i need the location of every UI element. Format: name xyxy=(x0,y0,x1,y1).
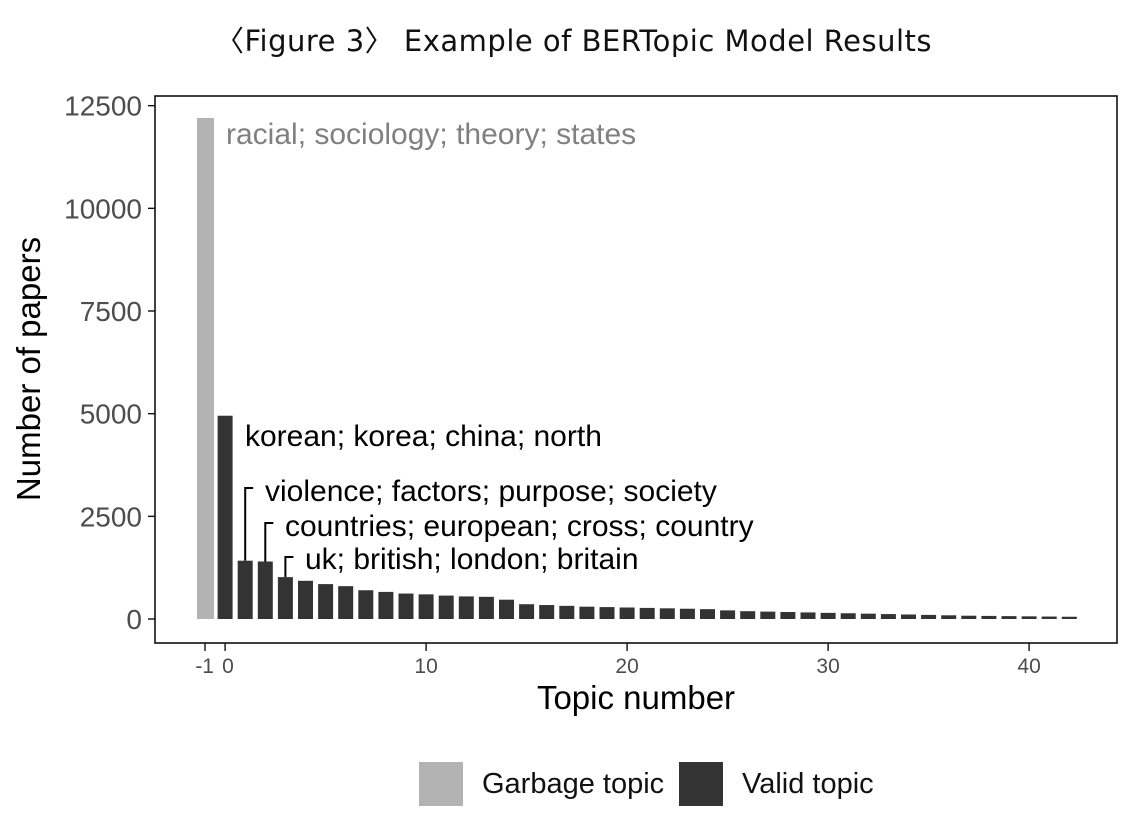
bar-valid-topic xyxy=(820,612,836,619)
bar-valid-topic xyxy=(599,607,615,619)
y-tick-label: 5000 xyxy=(80,399,142,430)
bar-valid-topic xyxy=(659,608,675,619)
bar-valid-topic xyxy=(760,611,776,619)
figure-title: 〈Figure 3〉 Example of BERTopic Model Res… xyxy=(214,24,933,58)
bar-valid-topic xyxy=(257,561,273,619)
bar-valid-topic xyxy=(700,609,715,619)
bar-valid-topic xyxy=(499,599,514,619)
bar-valid-topic xyxy=(880,614,896,619)
bar-valid-topic xyxy=(217,415,233,619)
annotation-label-topic-0: korean; korea; china; north xyxy=(245,420,602,453)
legend-label-garbage: Garbage topic xyxy=(482,767,665,800)
x-tick-label: 0 xyxy=(222,655,234,678)
legend-swatch-valid xyxy=(679,762,723,806)
bar-valid-topic xyxy=(860,613,876,619)
bar-valid-topic xyxy=(298,580,313,619)
bar-garbage-topic xyxy=(197,118,214,619)
bar-valid-topic xyxy=(619,607,635,619)
y-tick-label: 12500 xyxy=(64,91,142,122)
annotation-label-topic-2: countries; european; cross; country xyxy=(285,510,754,543)
bar-valid-topic xyxy=(720,610,736,619)
x-tick-label: 20 xyxy=(615,655,638,678)
y-tick-label: 10000 xyxy=(64,193,142,224)
x-axis-title: Topic number xyxy=(537,679,735,716)
annotation-leader-line-topic-2 xyxy=(264,522,274,562)
x-tick-label: 30 xyxy=(816,655,839,678)
bar-valid-topic xyxy=(378,591,394,619)
annotation-label-topic-3: uk; british; london; britain xyxy=(305,543,639,576)
bar-valid-topic xyxy=(478,596,494,619)
bar-valid-topic xyxy=(800,612,816,619)
bar-valid-topic xyxy=(921,614,937,619)
bar-valid-topic xyxy=(1061,616,1077,619)
legend-item-garbage: Garbage topic xyxy=(419,761,664,807)
bar-valid-topic xyxy=(740,611,756,619)
bar-valid-topic xyxy=(318,584,334,619)
legend-item-valid: Valid topic xyxy=(679,761,874,807)
bar-valid-topic xyxy=(539,605,555,619)
plot-panel-border xyxy=(154,95,1118,644)
bar-valid-topic xyxy=(579,606,595,619)
bar-valid-topic xyxy=(780,612,796,619)
x-tick-label: 40 xyxy=(1017,655,1040,678)
bar-valid-topic xyxy=(840,613,856,619)
y-axis-title: Number of papers xyxy=(10,237,47,501)
bar-valid-topic xyxy=(1041,616,1057,619)
y-tick-label: 2500 xyxy=(80,501,142,532)
bar-valid-topic xyxy=(358,590,374,619)
annotation-label-topic-minus-1: racial; sociology; theory; states xyxy=(226,118,636,151)
y-tick-label: 7500 xyxy=(80,296,142,327)
bar-valid-topic xyxy=(458,596,474,619)
bar-valid-topic xyxy=(338,586,354,619)
annotation-leader-line-topic-1 xyxy=(244,487,254,561)
bar-valid-topic xyxy=(961,615,977,619)
bar-valid-topic xyxy=(438,595,454,619)
bar-valid-topic xyxy=(418,594,434,619)
bar-valid-topic xyxy=(1001,616,1017,619)
bar-valid-topic xyxy=(519,604,535,619)
annotation-label-topic-1: violence; factors; purpose; society xyxy=(265,475,717,508)
annotation-leader-line-topic-3 xyxy=(284,556,294,578)
x-tick-label: -1 xyxy=(195,655,214,678)
legend-label-valid: Valid topic xyxy=(742,767,874,800)
chart-legend: Garbage topic Valid topic xyxy=(0,761,1147,809)
bar-valid-topic xyxy=(398,593,414,619)
bar-valid-topic xyxy=(901,614,916,619)
x-tick-label: 10 xyxy=(414,655,437,678)
bar-valid-topic xyxy=(981,615,997,619)
bar-valid-topic xyxy=(679,608,695,619)
bar-valid-topic xyxy=(639,607,655,619)
bar-valid-topic xyxy=(237,560,253,619)
bar-valid-topic xyxy=(559,605,575,619)
bar-valid-topic xyxy=(941,615,957,619)
y-tick-label: 0 xyxy=(126,604,142,635)
bar-valid-topic xyxy=(277,577,293,619)
bar-chart: 0 2500 5000 7500 10000 12500 -1 0 10 20 30 40 Topic … xyxy=(10,91,1118,716)
bar-valid-topic xyxy=(1021,616,1037,619)
legend-swatch-garbage xyxy=(419,762,463,806)
